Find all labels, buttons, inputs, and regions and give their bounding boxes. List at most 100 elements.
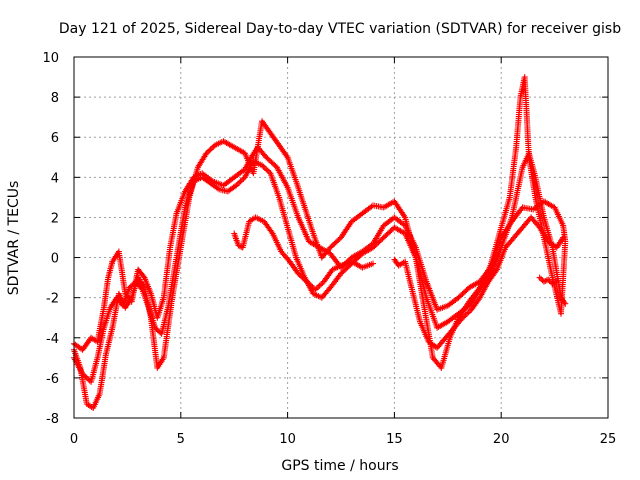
data-point (261, 164, 263, 167)
data-point (462, 316, 464, 319)
y-tick-label: 4 (51, 171, 59, 186)
data-point (188, 196, 191, 199)
data-point (511, 216, 513, 219)
data-point (201, 176, 203, 179)
data-point (397, 264, 400, 267)
data-point (308, 240, 310, 243)
data-point (297, 272, 300, 275)
data-point (180, 246, 182, 249)
tick-labels: 0 5 10 15 20 25 -8 -6 -4 -2 0 2 4 6 8 10 (42, 51, 616, 447)
data-point (278, 144, 280, 146)
data-point (562, 236, 564, 239)
x-tick-label: 20 (493, 432, 510, 447)
data-point (214, 144, 216, 146)
data-point (340, 272, 342, 275)
data-point (329, 252, 332, 255)
data-point (321, 296, 323, 299)
data-point (248, 220, 250, 223)
data-point (543, 216, 545, 219)
data-point (235, 184, 238, 187)
data-point (564, 302, 567, 305)
data-point (107, 276, 109, 279)
series-trace-3 (71, 74, 569, 411)
data-point (382, 224, 385, 227)
data-point (233, 232, 235, 235)
data-point (340, 264, 342, 267)
y-axis-label: SDTVAR / TECUs (6, 181, 22, 296)
data-point (513, 236, 515, 239)
data-point (404, 260, 406, 263)
data-point (470, 308, 473, 311)
data-point (201, 172, 203, 175)
series-markers (71, 74, 569, 411)
data-point (297, 216, 300, 219)
data-point (547, 278, 549, 281)
data-point (205, 152, 208, 155)
data-point (237, 244, 240, 247)
y-tick-label: 8 (51, 91, 59, 106)
data-point (98, 393, 101, 395)
data-point (278, 196, 280, 199)
data-point (143, 286, 146, 289)
data-point (96, 341, 99, 343)
data-point (432, 357, 434, 359)
data-point (280, 250, 283, 253)
data-point (479, 286, 481, 289)
data-point (241, 246, 244, 249)
data-point (103, 306, 105, 309)
data-point (393, 216, 396, 219)
data-point (457, 316, 460, 319)
data-point (521, 206, 524, 209)
y-tick-label: 10 (42, 51, 59, 66)
data-point (419, 320, 421, 323)
data-point (197, 166, 199, 169)
data-point (393, 226, 396, 229)
data-point (90, 337, 92, 339)
data-point (521, 166, 524, 169)
x-tick-label: 5 (177, 432, 185, 447)
data-point (372, 204, 374, 207)
data-point (519, 96, 522, 98)
data-point (184, 190, 186, 193)
data-point (423, 306, 426, 309)
data-point (555, 280, 558, 283)
data-point (562, 224, 564, 227)
data-point (534, 196, 537, 199)
data-point (276, 166, 278, 169)
data-point (286, 226, 289, 229)
data-point (453, 327, 456, 329)
data-point (79, 367, 82, 369)
data-point (404, 216, 406, 219)
series-layer (71, 74, 569, 411)
data-point (286, 186, 289, 189)
data-point (130, 296, 133, 299)
x-axis-label: GPS time / hours (281, 458, 398, 474)
data-point (103, 327, 105, 329)
data-point (560, 312, 562, 315)
data-point (500, 246, 503, 249)
data-point (515, 146, 517, 149)
data-point (150, 316, 152, 319)
series-trace-5 (391, 214, 567, 351)
y-tick-label: 6 (51, 131, 59, 146)
data-point (410, 286, 413, 289)
data-point (222, 184, 225, 187)
data-point (261, 120, 263, 122)
data-point (244, 152, 246, 155)
data-point (105, 353, 107, 355)
data-point (404, 232, 406, 235)
data-point (487, 280, 490, 283)
x-tick-label: 15 (386, 432, 403, 447)
data-point (306, 280, 308, 283)
data-point (500, 226, 503, 229)
data-point (160, 333, 163, 335)
series-markers (71, 150, 569, 385)
data-point (361, 212, 364, 215)
data-point (564, 240, 567, 243)
data-point (265, 156, 268, 159)
data-point (124, 306, 127, 309)
series-trace-6 (536, 274, 560, 287)
data-point (468, 286, 471, 289)
data-point (111, 260, 114, 263)
